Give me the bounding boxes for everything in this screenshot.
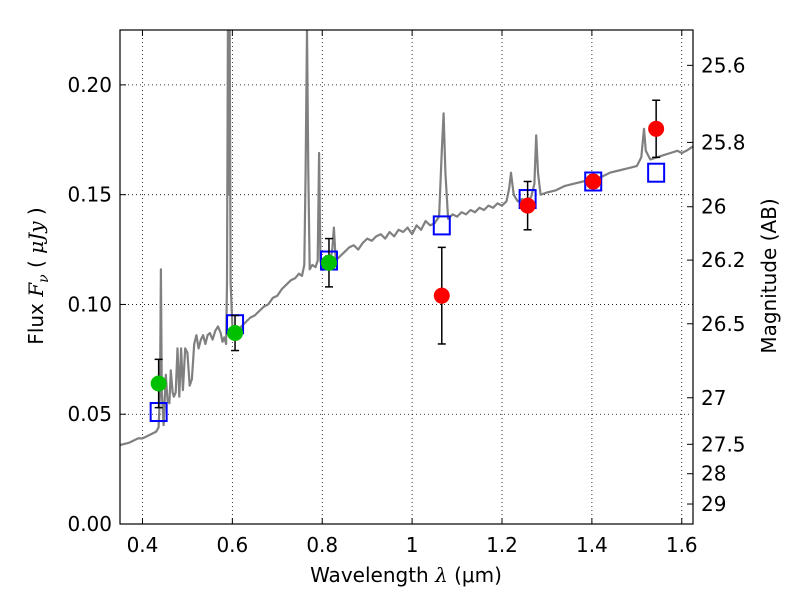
magnitude-tick-label: 26.2 bbox=[701, 248, 746, 272]
magnitude-tick-label: 27 bbox=[701, 386, 726, 410]
x-tick-label: 0.4 bbox=[127, 533, 159, 557]
y-tick-label: 0.20 bbox=[67, 73, 112, 97]
model-flux-square bbox=[432, 215, 451, 236]
magnitude-axis-ticks: 25.6 25.8 26 26.2 26.5 27 27.5 28 29 bbox=[687, 53, 746, 516]
y-tick-label: 0.00 bbox=[67, 512, 112, 536]
x-tick-label: 1.2 bbox=[486, 533, 518, 557]
magnitude-axis-title: Magnitude (AB) bbox=[757, 198, 781, 353]
y-axis-ticks: 0.00 0.05 0.10 0.15 0.20 bbox=[67, 73, 126, 536]
y-tick-label: 0.15 bbox=[67, 183, 112, 207]
x-tick-label: 1.6 bbox=[666, 533, 698, 557]
magnitude-tick-label: 27.5 bbox=[701, 432, 746, 456]
x-axis-ticks: 0.4 0.6 0.8 1 1.2 1.4 1.6 bbox=[127, 30, 698, 557]
observed-flux-point bbox=[227, 324, 244, 341]
x-tick-label: 1 bbox=[406, 533, 419, 557]
model-flux-square bbox=[647, 162, 666, 183]
magnitude-tick-label: 25.6 bbox=[701, 53, 746, 77]
observed-flux-point bbox=[585, 173, 602, 190]
observed-flux-point bbox=[150, 375, 167, 392]
x-tick-label: 0.6 bbox=[216, 533, 248, 557]
y-tick-label: 0.10 bbox=[67, 292, 112, 316]
x-tick-label: 0.8 bbox=[306, 533, 338, 557]
x-axis-title: Wavelength λ (μm) bbox=[310, 563, 502, 587]
y-tick-label: 0.05 bbox=[67, 402, 112, 426]
spectrum-line bbox=[120, 30, 693, 447]
magnitude-tick-label: 26.5 bbox=[701, 312, 746, 336]
observed-flux-point bbox=[519, 197, 536, 214]
magnitude-tick-label: 25.8 bbox=[701, 130, 746, 154]
observed-flux-point bbox=[433, 287, 450, 304]
y-axis-title: Flux Fν ( μJy ) bbox=[24, 207, 52, 344]
observed-flux-point bbox=[648, 120, 665, 137]
magnitude-tick-label: 28 bbox=[701, 462, 726, 486]
grid-lines bbox=[120, 30, 693, 525]
magnitude-tick-label: 29 bbox=[701, 492, 726, 516]
model-spectrum bbox=[120, 30, 693, 447]
data-markers bbox=[149, 99, 666, 423]
x-tick-label: 1.4 bbox=[576, 533, 608, 557]
observed-flux-point bbox=[320, 254, 337, 271]
plot-frame bbox=[119, 29, 694, 525]
magnitude-tick-label: 26 bbox=[701, 195, 726, 219]
